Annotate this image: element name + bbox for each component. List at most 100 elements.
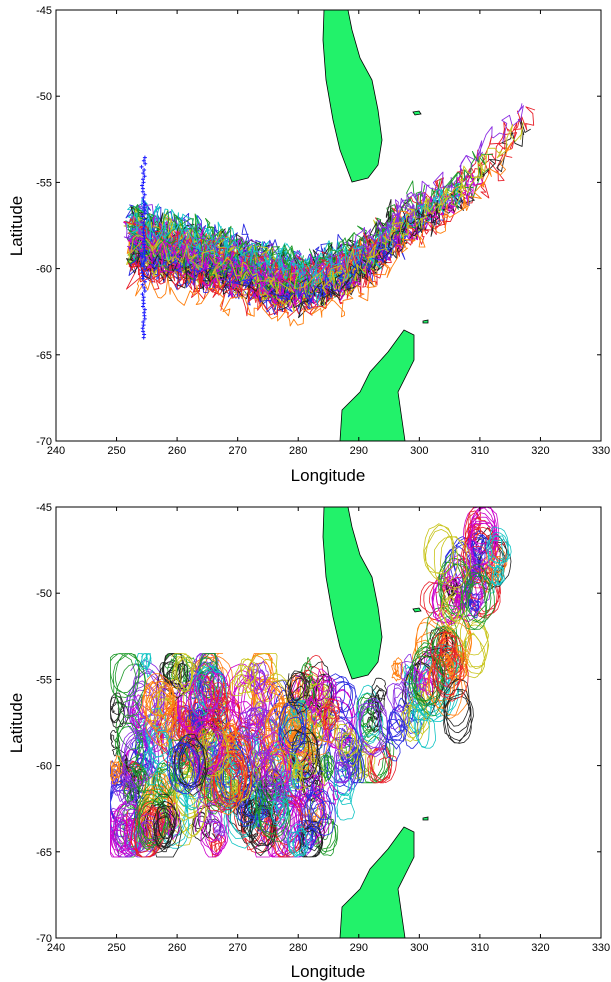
panel-bottom: 240 250 260 270 280 290 300 310 320 330 -70 -65 -60 -… xyxy=(7,502,610,981)
release-marker xyxy=(140,186,145,191)
trajectory-line xyxy=(157,653,190,699)
trajectory-line xyxy=(304,770,336,836)
x-tick-label: 330 xyxy=(592,942,610,954)
trajectory-line xyxy=(110,653,147,719)
trajectory-line xyxy=(110,730,129,776)
trajectory-line xyxy=(130,154,488,295)
trajectory-line xyxy=(126,801,166,858)
bottom-land-antarctic-peninsula xyxy=(339,826,415,938)
trajectory-line xyxy=(110,760,123,790)
release-marker xyxy=(141,220,146,225)
trajectory-line xyxy=(154,773,191,849)
trajectory-line xyxy=(196,653,220,698)
trajectory-line xyxy=(142,673,178,747)
top-plot-area xyxy=(123,10,536,441)
trajectory-line xyxy=(334,719,360,767)
x-tick-label: 240 xyxy=(47,942,65,954)
release-marker xyxy=(141,320,146,324)
y-tick-label: -60 xyxy=(36,264,52,276)
trajectory-line xyxy=(287,823,312,858)
trajectory-line xyxy=(386,697,423,749)
trajectory-line xyxy=(278,699,307,756)
release-marker xyxy=(143,258,148,262)
trajectory-line xyxy=(438,551,474,622)
trajectory-line xyxy=(135,142,513,327)
top-land-islet-b xyxy=(422,319,429,324)
trajectory-line xyxy=(467,507,499,571)
release-marker xyxy=(142,223,147,228)
release-marker xyxy=(140,292,145,297)
trajectory-line xyxy=(281,726,321,788)
release-marker xyxy=(140,183,145,188)
release-marker xyxy=(141,226,146,231)
release-marker xyxy=(141,195,146,200)
release-marker xyxy=(141,171,146,176)
top-land-islet-a xyxy=(412,110,422,116)
release-marker xyxy=(142,155,147,160)
x-tick-label: 270 xyxy=(228,942,246,954)
release-marker xyxy=(140,254,145,259)
release-marker xyxy=(141,273,145,278)
top-axes-frame xyxy=(55,9,602,442)
trajectory-line xyxy=(480,546,508,593)
trajectory-line xyxy=(198,745,249,813)
y-tick-label: -55 xyxy=(36,177,52,189)
release-marker xyxy=(142,217,147,222)
x-tick-label: 300 xyxy=(410,445,428,457)
release-marker xyxy=(142,307,147,312)
trajectory-line xyxy=(166,735,204,795)
trajectory-line xyxy=(132,121,524,306)
trajectory-line xyxy=(135,653,154,678)
trajectory-line xyxy=(225,773,242,803)
release-marker xyxy=(142,236,147,241)
release-marker xyxy=(143,211,148,216)
bottom-ylabel: Latitude xyxy=(7,693,26,754)
top-ticks: 240 250 260 270 280 290 300 310 320 330 -70 -65 -60 -… xyxy=(36,5,610,457)
trajectory-line xyxy=(145,707,173,774)
trajectory-line xyxy=(425,655,469,719)
bottom-land-islet-b xyxy=(422,816,429,821)
trajectory-line xyxy=(439,586,468,631)
x-tick-label: 260 xyxy=(168,445,186,457)
x-tick-label: 250 xyxy=(107,445,125,457)
trajectory-line xyxy=(194,799,230,858)
x-tick-label: 300 xyxy=(410,942,428,954)
x-tick-label: 250 xyxy=(107,942,125,954)
release-marker xyxy=(142,205,146,210)
trajectory-line xyxy=(288,752,306,789)
top-land-antarctic-peninsula xyxy=(339,329,415,441)
x-tick-label: 330 xyxy=(592,445,610,457)
trajectory-line xyxy=(173,733,209,796)
trajectory-line xyxy=(145,806,166,852)
trajectory-line xyxy=(247,653,275,707)
x-tick-label: 310 xyxy=(471,942,489,954)
release-marker xyxy=(140,270,145,275)
x-tick-label: 320 xyxy=(531,942,549,954)
release-marker xyxy=(139,164,144,169)
top-trajectories xyxy=(123,103,536,327)
release-marker xyxy=(143,161,148,166)
y-tick-label: -50 xyxy=(36,588,52,600)
trajectory-line xyxy=(339,722,366,784)
trajectory-line xyxy=(170,700,196,748)
trajectory-line xyxy=(249,737,277,790)
y-tick-label: -65 xyxy=(36,350,52,362)
trajectory-line xyxy=(419,572,468,621)
top-ylabel: Latitude xyxy=(7,196,26,257)
x-tick-label: 280 xyxy=(289,445,307,457)
x-tick-label: 290 xyxy=(350,445,368,457)
trajectory-line xyxy=(308,774,340,805)
trajectory-line xyxy=(208,822,226,858)
trajectory-line xyxy=(308,661,334,723)
y-tick-label: -70 xyxy=(36,933,52,945)
trajectory-line xyxy=(429,632,469,702)
trajectory-line xyxy=(221,718,237,750)
trajectory-line xyxy=(485,526,512,571)
y-tick-label: -45 xyxy=(36,5,52,17)
trajectory-line xyxy=(110,755,124,785)
trajectory-line xyxy=(270,778,290,828)
x-tick-label: 290 xyxy=(350,942,368,954)
trajectory-line xyxy=(400,653,429,705)
trajectory-line xyxy=(114,699,144,773)
trajectory-line xyxy=(319,697,340,730)
